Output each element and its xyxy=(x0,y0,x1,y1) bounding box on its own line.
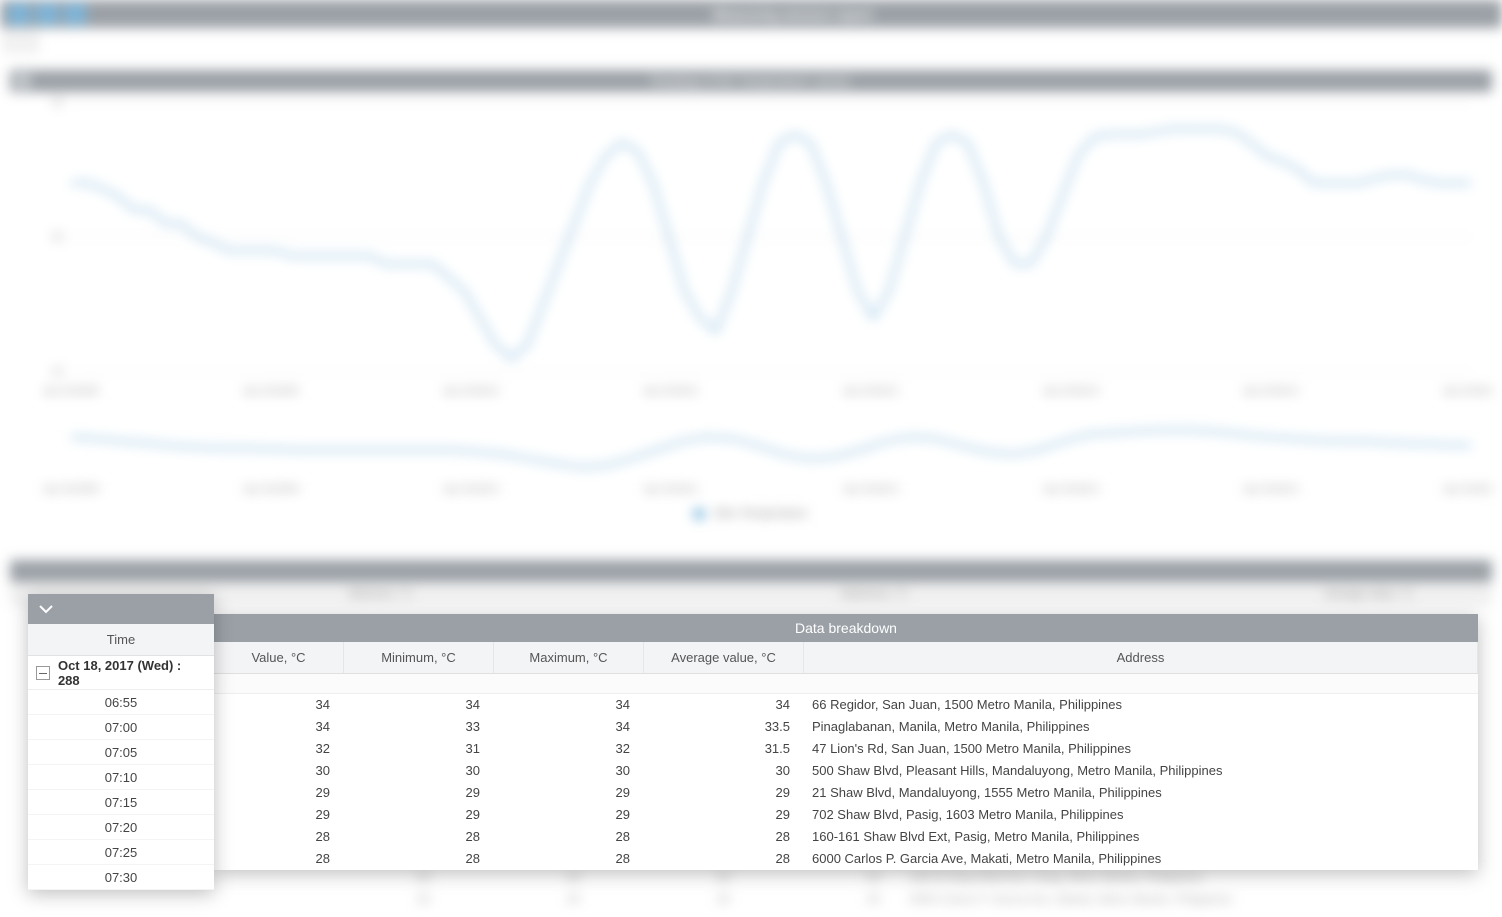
cell-min: 34 xyxy=(344,694,494,716)
time-group-label: Oct 18, 2017 (Wed) : 288 xyxy=(58,658,206,688)
cell-value: 28 xyxy=(214,848,344,870)
table-row[interactable]: 30303030500 Shaw Blvd, Pleasant Hills, M… xyxy=(214,760,1478,782)
time-row[interactable]: 07:15 xyxy=(28,790,214,815)
cell-value: 32 xyxy=(214,738,344,760)
data-breakdown-panel: Data breakdown Value, °C Minimum, °C Max… xyxy=(214,614,1478,870)
cell-value: 34 xyxy=(214,694,344,716)
table-row[interactable]: 28282828160-161 Shaw Blvd Ext, Pasig, Me… xyxy=(214,826,1478,848)
cell-min: 28 xyxy=(344,826,494,848)
cell-avg: 29 xyxy=(644,804,804,826)
cell-min: 31 xyxy=(344,738,494,760)
cell-avg: 29 xyxy=(644,782,804,804)
cell-address: 47 Lion's Rd, San Juan, 1500 Metro Manil… xyxy=(804,738,1478,760)
foreground: Time Oct 18, 2017 (Wed) : 288 06:5507:00… xyxy=(0,0,1502,917)
chevron-down-icon xyxy=(38,601,54,617)
time-row[interactable]: 07:10 xyxy=(28,765,214,790)
col-value[interactable]: Value, °C xyxy=(214,642,344,673)
cell-min: 33 xyxy=(344,716,494,738)
col-maximum[interactable]: Maximum, °C xyxy=(494,642,644,673)
table-row[interactable]: 34333433.5Pinaglabanan, Manila, Metro Ma… xyxy=(214,716,1478,738)
cell-address: 6000 Carlos P. Garcia Ave, Makati, Metro… xyxy=(804,848,1478,870)
table-row[interactable]: 32313231.547 Lion's Rd, San Juan, 1500 M… xyxy=(214,738,1478,760)
cell-avg: 33.5 xyxy=(644,716,804,738)
cell-min: 28 xyxy=(344,848,494,870)
cell-address: 702 Shaw Blvd, Pasig, 1603 Metro Manila,… xyxy=(804,804,1478,826)
cell-max: 34 xyxy=(494,716,644,738)
breakdown-title: Data breakdown xyxy=(214,614,1478,642)
cell-max: 28 xyxy=(494,848,644,870)
time-popup-list: 06:5507:0007:0507:1007:1507:2007:2507:30 xyxy=(28,690,214,890)
time-row[interactable]: 07:00 xyxy=(28,715,214,740)
breakdown-column-header: Value, °C Minimum, °C Maximum, °C Averag… xyxy=(214,642,1478,674)
col-minimum[interactable]: Minimum, °C xyxy=(344,642,494,673)
time-row[interactable]: 07:25 xyxy=(28,840,214,865)
cell-value: 29 xyxy=(214,782,344,804)
time-row[interactable]: 07:05 xyxy=(28,740,214,765)
cell-max: 29 xyxy=(494,804,644,826)
cell-avg: 28 xyxy=(644,826,804,848)
cell-max: 32 xyxy=(494,738,644,760)
cell-avg: 30 xyxy=(644,760,804,782)
cell-value: 34 xyxy=(214,716,344,738)
cell-address: 500 Shaw Blvd, Pleasant Hills, Mandaluyo… xyxy=(804,760,1478,782)
cell-max: 34 xyxy=(494,694,644,716)
table-row[interactable]: 282828286000 Carlos P. Garcia Ave, Makat… xyxy=(214,848,1478,870)
col-average[interactable]: Average value, °C xyxy=(644,642,804,673)
cell-max: 29 xyxy=(494,782,644,804)
table-row[interactable]: 3434343466 Regidor, San Juan, 1500 Metro… xyxy=(214,694,1478,716)
cell-address: 21 Shaw Blvd, Mandaluyong, 1555 Metro Ma… xyxy=(804,782,1478,804)
table-row[interactable]: 2929292921 Shaw Blvd, Mandaluyong, 1555 … xyxy=(214,782,1478,804)
time-group-row[interactable]: Oct 18, 2017 (Wed) : 288 xyxy=(28,656,214,690)
cell-max: 28 xyxy=(494,826,644,848)
cell-address: 66 Regidor, San Juan, 1500 Metro Manila,… xyxy=(804,694,1478,716)
cell-value: 30 xyxy=(214,760,344,782)
cell-avg: 31.5 xyxy=(644,738,804,760)
cell-min: 29 xyxy=(344,804,494,826)
cell-value: 28 xyxy=(214,826,344,848)
time-row[interactable]: 07:20 xyxy=(28,815,214,840)
breakdown-body: 3434343466 Regidor, San Juan, 1500 Metro… xyxy=(214,694,1478,870)
time-column-popup[interactable]: Time Oct 18, 2017 (Wed) : 288 06:5507:00… xyxy=(28,594,214,890)
cell-min: 30 xyxy=(344,760,494,782)
col-address[interactable]: Address xyxy=(804,642,1478,673)
breakdown-subheader xyxy=(214,674,1478,694)
cell-address: 160-161 Shaw Blvd Ext, Pasig, Metro Mani… xyxy=(804,826,1478,848)
time-row[interactable]: 06:55 xyxy=(28,690,214,715)
time-popup-header[interactable] xyxy=(28,594,214,624)
cell-min: 29 xyxy=(344,782,494,804)
cell-avg: 34 xyxy=(644,694,804,716)
cell-address: Pinaglabanan, Manila, Metro Manila, Phil… xyxy=(804,716,1478,738)
time-row[interactable]: 07:30 xyxy=(28,865,214,890)
cell-value: 29 xyxy=(214,804,344,826)
cell-max: 30 xyxy=(494,760,644,782)
cell-avg: 28 xyxy=(644,848,804,870)
collapse-toggle-icon[interactable] xyxy=(36,666,50,680)
time-column-header[interactable]: Time xyxy=(28,624,214,656)
table-row[interactable]: 29292929702 Shaw Blvd, Pasig, 1603 Metro… xyxy=(214,804,1478,826)
